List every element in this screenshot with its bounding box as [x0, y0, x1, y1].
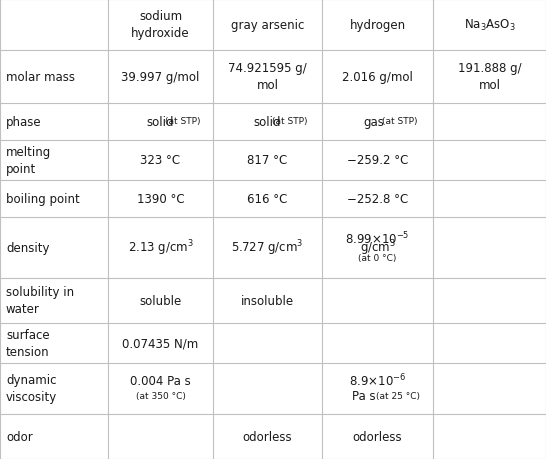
Text: g/cm$^3$: g/cm$^3$ [359, 238, 395, 258]
Text: gas: gas [363, 115, 384, 129]
Text: (at STP): (at STP) [382, 117, 417, 125]
Text: insoluble: insoluble [241, 294, 294, 307]
Text: −259.2 °C: −259.2 °C [347, 154, 408, 167]
Text: melting
point: melting point [6, 146, 51, 175]
Text: 1390 °C: 1390 °C [136, 192, 185, 205]
Text: phase: phase [6, 115, 41, 129]
Text: 0.07435 N/m: 0.07435 N/m [122, 336, 199, 349]
Text: (at STP): (at STP) [165, 117, 200, 125]
Text: 616 °C: 616 °C [247, 192, 288, 205]
Text: 2.016 g/mol: 2.016 g/mol [342, 71, 413, 84]
Text: odor: odor [6, 430, 33, 443]
Text: 39.997 g/mol: 39.997 g/mol [121, 71, 200, 84]
Text: sodium
hydroxide: sodium hydroxide [131, 11, 190, 40]
Text: 5.727 g/cm$^3$: 5.727 g/cm$^3$ [232, 238, 304, 258]
Text: 191.888 g/
mol: 191.888 g/ mol [458, 62, 521, 92]
Text: Na$_3$AsO$_3$: Na$_3$AsO$_3$ [464, 18, 515, 33]
Text: dynamic
viscosity: dynamic viscosity [6, 373, 57, 403]
Text: 817 °C: 817 °C [247, 154, 288, 167]
Text: 8.9$\times$10$^{-6}$: 8.9$\times$10$^{-6}$ [349, 372, 406, 389]
Text: solubility in
water: solubility in water [6, 286, 74, 316]
Text: density: density [6, 241, 50, 254]
Text: solid: solid [254, 115, 281, 129]
Text: (at 0 °C): (at 0 °C) [358, 253, 397, 263]
Text: (at STP): (at STP) [272, 117, 307, 125]
Text: surface
tension: surface tension [6, 328, 50, 358]
Text: 74.921595 g/
mol: 74.921595 g/ mol [228, 62, 307, 92]
Text: boiling point: boiling point [6, 192, 80, 205]
Text: odorless: odorless [353, 430, 402, 443]
Text: molar mass: molar mass [6, 71, 75, 84]
Text: 0.004 Pa s: 0.004 Pa s [130, 374, 191, 387]
Text: hydrogen: hydrogen [349, 19, 406, 32]
Text: (at 25 °C): (at 25 °C) [376, 391, 419, 400]
Text: 323 °C: 323 °C [140, 154, 181, 167]
Text: 2.13 g/cm$^3$: 2.13 g/cm$^3$ [128, 238, 193, 258]
Text: Pa s: Pa s [352, 389, 375, 402]
Text: soluble: soluble [139, 294, 182, 307]
Text: 8.99$\times$10$^{-5}$: 8.99$\times$10$^{-5}$ [345, 230, 410, 246]
Text: −252.8 °C: −252.8 °C [347, 192, 408, 205]
Text: gray arsenic: gray arsenic [231, 19, 304, 32]
Text: solid: solid [147, 115, 174, 129]
Text: (at 350 °C): (at 350 °C) [135, 391, 186, 400]
Text: odorless: odorless [242, 430, 292, 443]
